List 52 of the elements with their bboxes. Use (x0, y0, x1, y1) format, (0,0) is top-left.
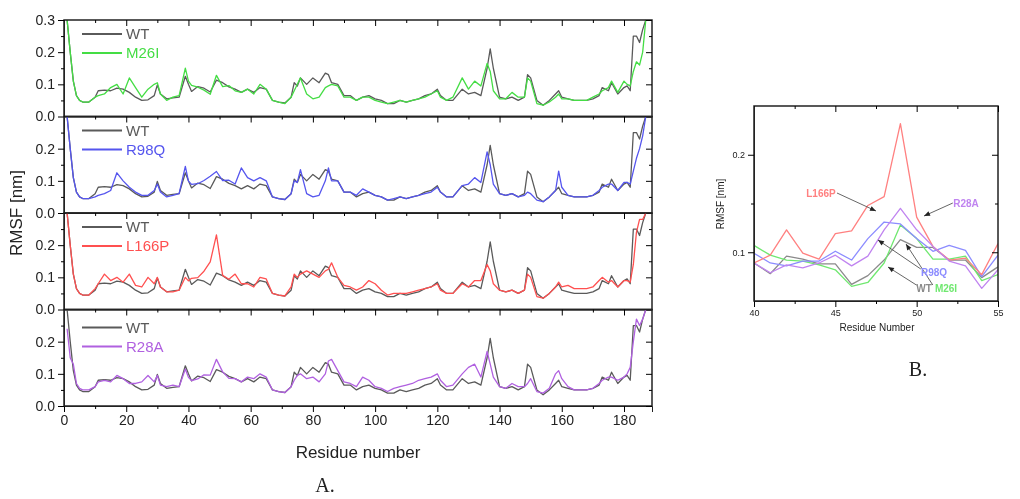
x-tick-label: 40 (749, 308, 760, 319)
legend-label: M26I (126, 44, 160, 61)
x-tick-label: 140 (488, 411, 512, 428)
text: B. (908, 358, 928, 380)
y-tick-label: 0.2 (732, 150, 745, 161)
y-tick-label: 0.2 (35, 333, 56, 350)
x-tick-label: 55 (993, 308, 1004, 319)
x-axis-title: Residue Number (839, 322, 916, 333)
y-tick-label: 0.0 (35, 301, 56, 318)
text: L166P (806, 187, 837, 199)
y-tick-label: 0.2 (35, 237, 56, 254)
line-series (66, 115, 647, 203)
x-tick-label: 100 (363, 411, 388, 428)
text: M26I (934, 282, 958, 294)
y-tick-label: 0.3 (35, 11, 56, 28)
legend-label: R98Q (126, 140, 166, 158)
line-series (66, 212, 647, 299)
y-tick-label: 0.1 (35, 76, 56, 93)
y-tick-label: 0.0 (35, 108, 56, 125)
line-series (754, 221, 998, 278)
y-tick-label: 0.0 (35, 397, 56, 414)
text: A. (315, 474, 335, 496)
y-tick-label: 0.1 (732, 247, 745, 258)
y-tick-label: 0.0 (35, 204, 56, 221)
line-series (754, 122, 998, 276)
legend-label: R28A (126, 337, 164, 355)
text: WT (916, 282, 932, 294)
x-tick-label: 20 (118, 411, 135, 428)
y-tick-label: 0.1 (35, 365, 56, 382)
x-tick-label: 180 (612, 411, 637, 428)
x-tick-label: 120 (426, 411, 450, 428)
y-tick-label: 0.1 (35, 269, 56, 286)
y-tick-label: 0.2 (35, 44, 56, 61)
text: WT (126, 218, 150, 235)
y-axis-title: RMSF [nm] (7, 170, 26, 256)
y-tick-label: 0.2 (35, 140, 56, 157)
legend-label: WT (126, 318, 150, 336)
x-axis-title: Residue number (295, 443, 421, 462)
y-tick-label: 0.1 (35, 172, 56, 189)
x-tick-label: 45 (830, 308, 841, 319)
x-tick-label: 50 (912, 308, 923, 319)
line-series (66, 19, 647, 106)
text: WT (126, 121, 150, 139)
x-tick-label: 0 (60, 411, 69, 428)
x-tick-label: 80 (305, 411, 322, 428)
legend-label: L166P (126, 237, 170, 254)
y-axis-title: RMSF [nm] (715, 178, 726, 230)
x-tick-label: 40 (181, 411, 197, 428)
x-tick-label: 60 (243, 411, 260, 428)
x-tick-label: 160 (550, 411, 575, 428)
text: R28A (953, 197, 979, 209)
text: WT (126, 25, 150, 42)
